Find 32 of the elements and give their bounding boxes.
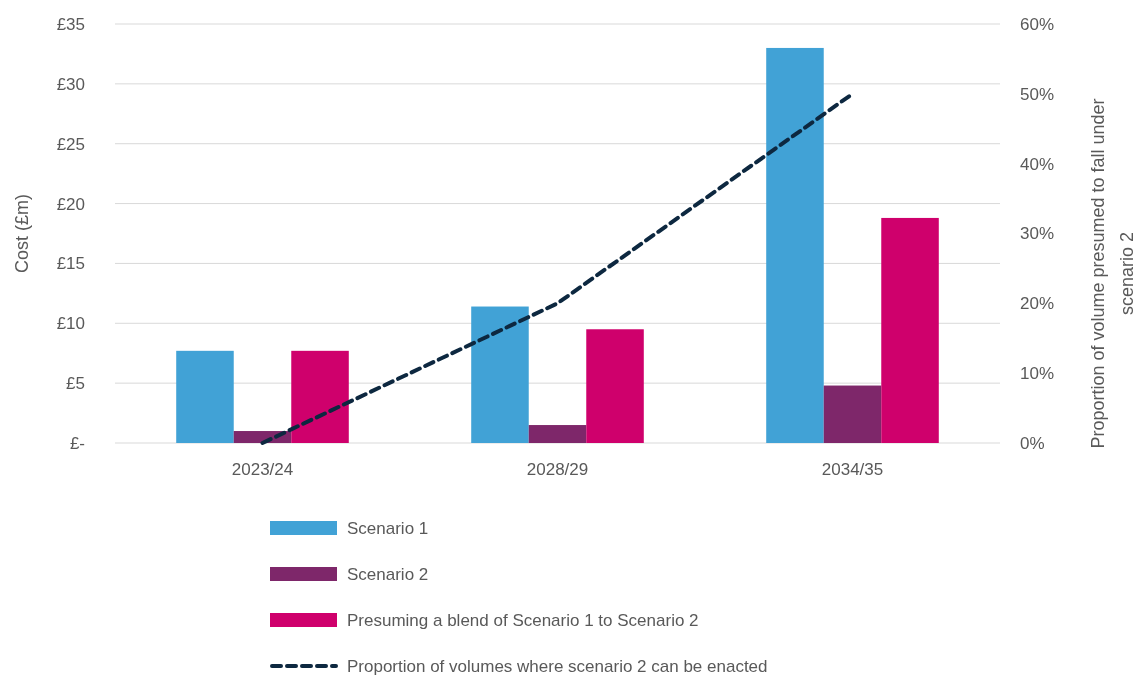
- bar: [291, 350, 349, 443]
- legend-label: Proportion of volumes where scenario 2 can be enacted: [347, 656, 768, 676]
- y2-tick-label: 50%: [1020, 84, 1055, 104]
- y2-tick-label: 40%: [1020, 154, 1055, 174]
- bar: [881, 217, 939, 443]
- y-tick-label: £-: [69, 433, 85, 453]
- y-tick-label: £10: [56, 314, 85, 334]
- y-tick-label: £30: [56, 74, 85, 94]
- y2-tick-label: 0%: [1020, 433, 1045, 453]
- y2-tick-label: 30%: [1020, 224, 1055, 244]
- y-tick-label: £25: [56, 134, 85, 154]
- x-tick-label: 2023/24: [231, 459, 294, 479]
- bar: [766, 47, 824, 443]
- legend-label: Scenario 2: [347, 564, 429, 584]
- y2-tick-label: 20%: [1020, 294, 1055, 314]
- y2-tick-label: 60%: [1020, 14, 1055, 34]
- bar: [471, 306, 529, 443]
- legend-label: Presuming a blend of Scenario 1 to Scenario 2: [347, 610, 699, 630]
- x-tick-label: 2034/35: [821, 459, 884, 479]
- y2-axis-title: Proportion of volume presumed to fall under scenario 2: [1088, 98, 1138, 449]
- y-tick-label: £35: [56, 14, 85, 34]
- x-tick-label: 2028/29: [526, 459, 589, 479]
- bar: [528, 425, 587, 443]
- y2-tick-label: 10%: [1020, 364, 1055, 384]
- bar: [176, 350, 234, 443]
- bar: [823, 385, 882, 443]
- bar: [586, 329, 644, 443]
- y-axis-title: Cost (£m): [12, 193, 33, 274]
- y-tick-label: £20: [56, 194, 85, 214]
- legend-label: Scenario 1: [347, 518, 429, 538]
- y-tick-label: £5: [66, 374, 85, 394]
- y-tick-label: £15: [56, 254, 85, 274]
